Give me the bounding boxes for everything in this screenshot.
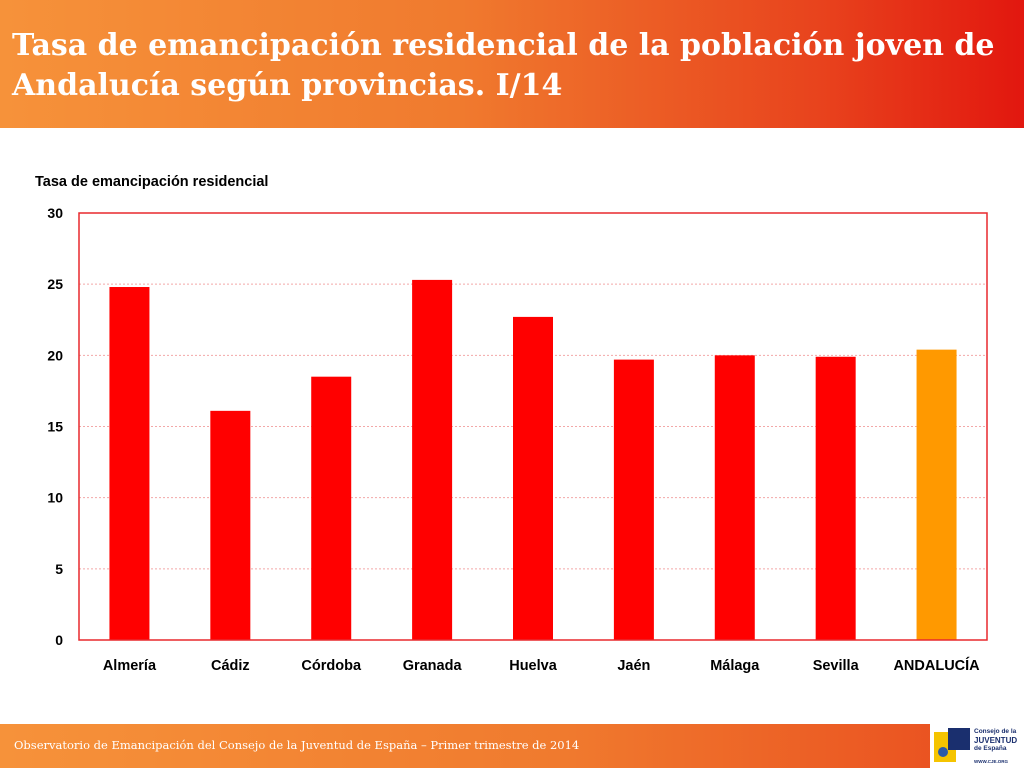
x-tick-label: Huelva — [509, 658, 557, 674]
y-tick-label: 20 — [47, 347, 63, 363]
y-tick-label: 30 — [47, 205, 63, 221]
cje-logo: Consejo de la JUVENTUD de España WWW.CJE… — [930, 724, 1024, 768]
x-tick-label: Jaén — [617, 658, 650, 674]
footer-bar: Observatorio de Emancipación del Consejo… — [0, 724, 1024, 768]
x-tick-label: Granada — [403, 658, 463, 674]
x-tick-label: Almería — [103, 658, 157, 674]
footer-text: Observatorio de Emancipación del Consejo… — [14, 738, 580, 752]
bar-cordoba — [311, 376, 352, 640]
logo-blue-dot — [938, 747, 948, 757]
header-banner: Tasa de emancipación residencial de la p… — [0, 0, 1024, 128]
bar-andalucia — [916, 349, 957, 640]
logo-line-1: Consejo de la — [974, 728, 1017, 735]
logo-line-3: de España — [974, 744, 1007, 752]
y-tick-label: 25 — [47, 276, 63, 292]
bar-granada — [412, 279, 453, 640]
y-tick-label: 15 — [47, 419, 63, 435]
plot-frame — [78, 212, 988, 641]
y-tick-label: 5 — [55, 561, 63, 577]
logo-navy-block — [948, 728, 970, 750]
x-tick-label: Córdoba — [301, 658, 362, 674]
bar-jaen — [613, 359, 654, 640]
y-axis-label: Tasa de emancipación residencial — [35, 174, 268, 190]
bar-almeria — [109, 287, 150, 640]
x-tick-label: Sevilla — [813, 658, 860, 674]
bar-chart: Tasa de emancipación residencial 0 5 10 15 2… — [35, 174, 988, 674]
cje-logo-mark-icon — [934, 728, 970, 762]
page-title: Tasa de emancipación residencial de la p… — [12, 28, 995, 103]
bar-sevilla — [815, 356, 856, 640]
y-tick-label: 0 — [55, 632, 63, 648]
logo-line-2: JUVENTUD — [974, 735, 1018, 745]
x-tick-label: ANDALUCÍA — [893, 657, 980, 674]
bars — [109, 279, 957, 640]
bar-malaga — [714, 355, 755, 640]
logo-url: WWW.CJE.ORG — [974, 759, 1008, 764]
y-tick-label: 10 — [47, 490, 63, 506]
bar-huelva — [513, 316, 553, 640]
x-tick-labels: Almería Cádiz Córdoba Granada Huelva Jaén Mála… — [103, 657, 980, 674]
x-tick-label: Málaga — [710, 658, 760, 674]
bar-cadiz — [210, 410, 251, 640]
y-tick-labels: 0 5 10 15 20 25 30 — [47, 205, 63, 648]
logo-text: Consejo de la JUVENTUD de España — [974, 728, 1022, 752]
x-tick-label: Cádiz — [211, 658, 250, 674]
